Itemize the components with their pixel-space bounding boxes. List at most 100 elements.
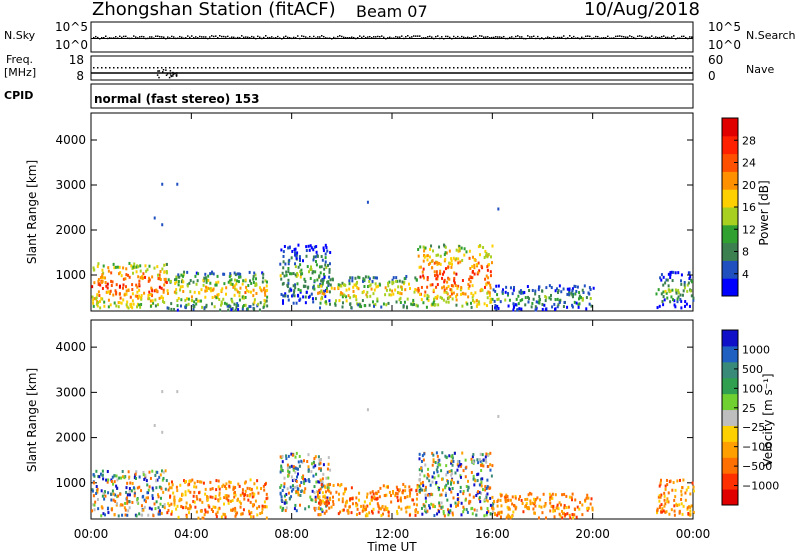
data-cell: [261, 507, 264, 511]
data-cell: [328, 262, 331, 266]
data-cell: [319, 306, 322, 310]
data-cell: [463, 507, 466, 511]
data-cell: [151, 494, 154, 498]
data-cell: [509, 286, 512, 290]
data-cell: [317, 501, 320, 505]
data-cell: [347, 510, 350, 514]
noise-point: [249, 36, 251, 39]
data-cell: [326, 249, 329, 253]
noise-point: [271, 36, 273, 38]
noise-point: [347, 37, 349, 39]
data-cell: [459, 260, 462, 264]
data-cell: [444, 493, 447, 497]
data-cell: [442, 509, 445, 513]
data-cell: [319, 461, 322, 465]
noise-point: [259, 36, 261, 39]
data-cell: [669, 271, 672, 275]
data-cell: [568, 288, 571, 292]
data-cell: [93, 297, 96, 301]
data-cell: [450, 292, 453, 296]
data-cell: [135, 283, 138, 287]
nave-point: [593, 67, 595, 69]
noise-point: [467, 36, 469, 39]
data-cell: [316, 254, 319, 258]
nave-point: [541, 67, 543, 69]
data-cell: [562, 287, 565, 291]
data-cell: [321, 258, 324, 262]
data-cell: [325, 265, 328, 269]
data-cell: [497, 306, 500, 310]
data-cell: [556, 290, 559, 294]
data-cell: [676, 479, 679, 483]
data-cell: [323, 484, 326, 488]
data-cell: [362, 290, 365, 294]
data-cell: [446, 292, 449, 296]
data-cell: [131, 266, 134, 270]
data-cell: [659, 504, 662, 508]
data-cell: [341, 497, 344, 501]
data-cell: [131, 299, 134, 303]
data-cell: [452, 284, 455, 288]
data-cell: [435, 253, 438, 257]
x-tick-label: 00:00: [676, 527, 711, 541]
data-cell: [504, 298, 507, 302]
data-cell: [135, 265, 138, 269]
data-cell: [549, 501, 552, 505]
data-cell: [475, 513, 478, 517]
data-cell: [227, 308, 230, 312]
data-cell: [216, 274, 219, 278]
data-cell: [515, 505, 518, 509]
data-cell: [168, 504, 171, 508]
data-cell: [686, 506, 689, 510]
data-cell: [120, 503, 123, 507]
data-cell: [102, 492, 105, 496]
data-cell: [179, 304, 182, 308]
data-cell: [552, 506, 555, 510]
data-cell: [118, 476, 121, 480]
data-cell: [288, 272, 291, 276]
data-cell: [322, 495, 325, 499]
data-cell: [294, 485, 297, 489]
data-cell: [105, 478, 108, 482]
data-cell: [259, 286, 262, 290]
data-cell: [519, 299, 522, 303]
data-cell: [453, 279, 456, 283]
data-cell: [452, 459, 455, 463]
data-cell: [237, 272, 240, 276]
nave-point: [297, 67, 299, 69]
colorbar-segment: [722, 457, 738, 474]
data-cell: [342, 492, 345, 496]
data-cell: [338, 299, 341, 303]
nave-point: [617, 67, 619, 69]
data-cell: [576, 285, 579, 289]
data-cell: [254, 284, 257, 288]
data-cell: [213, 305, 216, 309]
data-cell: [280, 277, 283, 281]
noise-point: [533, 35, 535, 38]
data-cell: [538, 298, 541, 302]
data-cell: [142, 494, 145, 498]
data-cell: [571, 492, 574, 496]
nave-point: [497, 67, 499, 69]
noise-point: [223, 35, 225, 38]
data-cell: [322, 463, 325, 467]
data-cell: [118, 265, 121, 269]
nave-point: [201, 67, 203, 69]
data-cell: [181, 493, 184, 497]
data-cell: [294, 286, 297, 290]
noise-point: [101, 37, 103, 39]
data-cell: [297, 294, 300, 298]
data-cell: [455, 257, 458, 261]
data-cell: [244, 291, 247, 295]
data-cell: [325, 302, 328, 306]
nave-point: [229, 67, 231, 69]
data-cell: [388, 490, 391, 494]
data-cell: [223, 513, 226, 517]
data-cell: [193, 485, 196, 489]
colorbar-segment: [722, 409, 738, 426]
data-cell: [550, 504, 553, 508]
data-cell: [161, 267, 164, 271]
freq-dip-point: [157, 70, 159, 72]
noise-point: [333, 36, 335, 39]
noise-point: [483, 36, 485, 38]
